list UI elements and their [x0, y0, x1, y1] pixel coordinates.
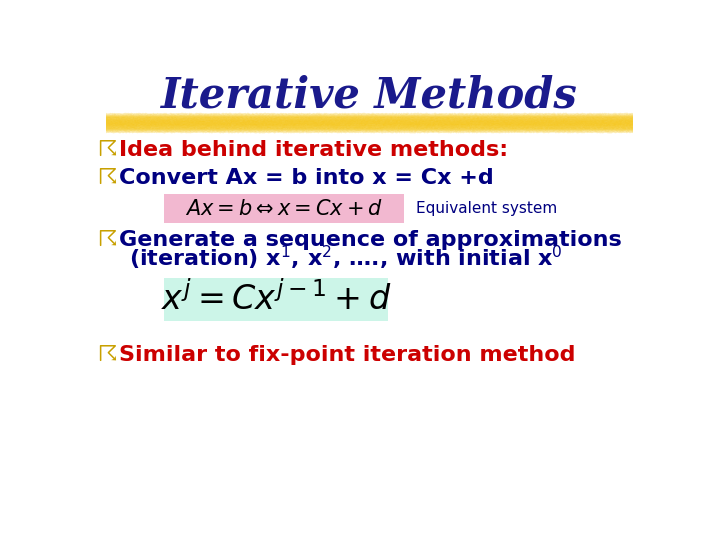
Text: Equivalent system: Equivalent system	[415, 201, 557, 217]
FancyBboxPatch shape	[163, 278, 388, 321]
Text: Similar to fix-point iteration method: Similar to fix-point iteration method	[120, 345, 576, 365]
Text: $x^{j} = Cx^{j-1} + d$: $x^{j} = Cx^{j-1} + d$	[161, 282, 391, 318]
Text: ☈: ☈	[97, 345, 117, 365]
Text: (iteration) x$^1$, x$^2$, …., with initial x$^0$: (iteration) x$^1$, x$^2$, …., with initi…	[129, 244, 562, 272]
FancyBboxPatch shape	[163, 194, 404, 224]
Text: Generate a sequence of approximations: Generate a sequence of approximations	[120, 231, 622, 251]
Text: Idea behind iterative methods:: Idea behind iterative methods:	[120, 139, 508, 159]
Text: ☈: ☈	[97, 231, 117, 251]
Text: Convert Ax = b into x = Cx +d: Convert Ax = b into x = Cx +d	[120, 168, 494, 188]
Text: ☈: ☈	[97, 139, 117, 159]
Text: ☈: ☈	[97, 168, 117, 188]
Text: Iterative Methods: Iterative Methods	[161, 75, 577, 117]
Text: $Ax = b  \Leftrightarrow  x = Cx + d$: $Ax = b \Leftrightarrow x = Cx + d$	[185, 199, 383, 219]
